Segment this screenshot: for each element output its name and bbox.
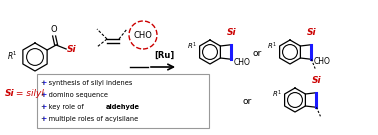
Text: +: + [41, 92, 46, 98]
Text: $R^1$: $R^1$ [187, 40, 197, 52]
Text: Si: Si [5, 89, 15, 97]
Text: Si: Si [67, 45, 77, 53]
Text: $R^1$: $R^1$ [267, 40, 277, 52]
Text: +: + [41, 116, 46, 122]
Text: $R^1$: $R^1$ [272, 88, 282, 100]
Text: [Ru]: [Ru] [154, 51, 174, 60]
Text: CHO: CHO [133, 31, 152, 40]
Text: O: O [51, 25, 57, 34]
Text: = silyl: = silyl [13, 89, 44, 97]
Text: CHO: CHO [234, 58, 250, 67]
Text: + key role of: + key role of [41, 104, 86, 110]
Text: Si: Si [227, 28, 236, 37]
Text: +: + [41, 80, 46, 86]
Text: or: or [242, 97, 252, 107]
Text: +: + [41, 104, 46, 110]
Text: CHO: CHO [313, 57, 330, 66]
Text: + multiple roles of acylsilane: + multiple roles of acylsilane [41, 116, 138, 122]
Text: + domino sequence: + domino sequence [41, 92, 108, 98]
Text: + synthesis of silyl indenes: + synthesis of silyl indenes [41, 80, 132, 86]
Text: Si: Si [311, 76, 321, 85]
FancyBboxPatch shape [37, 74, 209, 128]
Text: aldehyde: aldehyde [106, 104, 140, 110]
Text: or: or [253, 48, 262, 58]
Text: $R^1$: $R^1$ [7, 50, 18, 62]
Text: Si: Si [307, 28, 316, 37]
